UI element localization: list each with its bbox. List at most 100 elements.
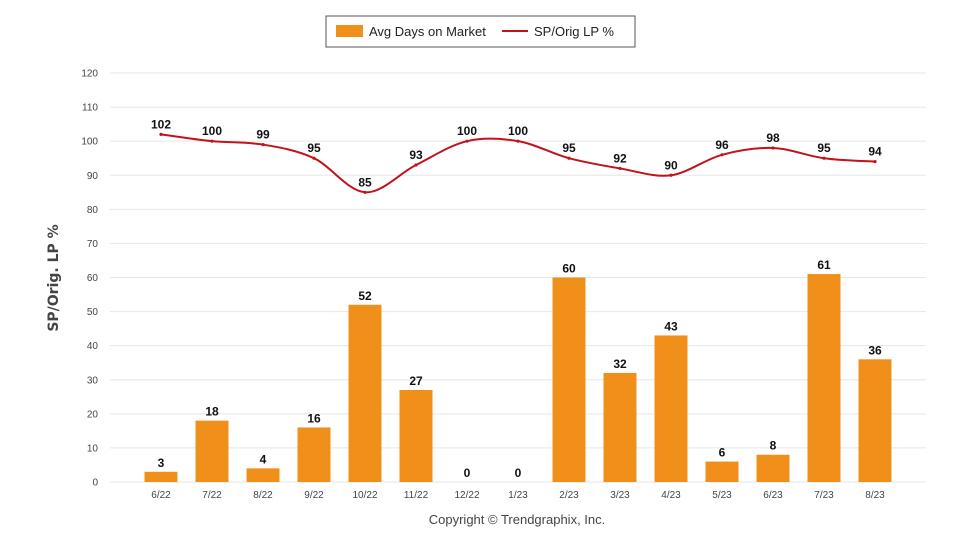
line-point bbox=[312, 156, 316, 160]
bar-data-label: 18 bbox=[205, 405, 219, 419]
line-point bbox=[261, 142, 265, 147]
y-tick-label: 20 bbox=[87, 409, 99, 420]
bar-data-label: 8 bbox=[770, 439, 777, 453]
bar-data-label: 32 bbox=[613, 357, 627, 371]
y-tick-label: 80 bbox=[87, 205, 99, 216]
y-tick-label: 0 bbox=[92, 478, 98, 489]
y-tick-label: 110 bbox=[82, 103, 98, 114]
line-data-label: 100 bbox=[202, 124, 222, 138]
line-data-label: 93 bbox=[409, 148, 423, 162]
bar bbox=[144, 471, 178, 482]
bar-data-label: 43 bbox=[664, 319, 678, 333]
y-tick-label: 30 bbox=[87, 375, 99, 386]
x-tick-label: 8/23 bbox=[865, 490, 885, 501]
x-tick-label: 7/22 bbox=[202, 490, 222, 501]
bar-data-label: 27 bbox=[409, 374, 423, 388]
line-data-label: 96 bbox=[715, 138, 729, 152]
line-data-label: 92 bbox=[613, 151, 627, 165]
bar bbox=[807, 274, 841, 482]
y-tick-label: 70 bbox=[87, 239, 99, 250]
data-labels: 3 18 4 16 52 27 0 0 60 32 43 6 8 61 36 102 100 99 95 85 93 10… bbox=[151, 117, 882, 480]
x-axis-ticks: 6/22 7/22 8/22 9/22 10/22 11/22 12/22 1/23 2/23 3… bbox=[151, 490, 885, 501]
bar-data-label: 4 bbox=[260, 452, 267, 466]
x-tick-label: 12/22 bbox=[454, 490, 479, 501]
x-tick-label: 5/23 bbox=[712, 490, 732, 501]
y-tick-label: 50 bbox=[87, 307, 99, 318]
y-tick-label: 100 bbox=[81, 137, 98, 148]
x-tick-label: 6/23 bbox=[763, 490, 783, 501]
y-tick-label: 90 bbox=[87, 171, 99, 182]
line-point bbox=[414, 163, 418, 167]
y-axis-label: SP/Orig. LP % bbox=[46, 224, 62, 331]
bar-data-label: 6 bbox=[719, 446, 726, 460]
line-data-label: 95 bbox=[307, 141, 321, 155]
bar bbox=[552, 277, 586, 482]
x-tick-label: 6/22 bbox=[151, 490, 171, 501]
x-tick-label: 3/23 bbox=[610, 490, 630, 501]
x-tick-label: 11/22 bbox=[404, 490, 429, 501]
line-data-label: 100 bbox=[457, 124, 477, 138]
line-point bbox=[516, 139, 520, 143]
bar-data-label: 60 bbox=[562, 262, 576, 276]
line-point bbox=[567, 156, 571, 160]
bar-data-label: 0 bbox=[515, 466, 522, 480]
legend-label-line: SP/Orig LP % bbox=[534, 24, 614, 39]
line-data-label: 95 bbox=[562, 141, 576, 155]
bar-data-label: 52 bbox=[358, 289, 372, 303]
copyright-text: Copyright © Trendgraphix, Inc. bbox=[429, 512, 606, 527]
bars bbox=[144, 274, 892, 482]
bar bbox=[195, 420, 229, 482]
bar bbox=[603, 372, 637, 482]
bar bbox=[654, 335, 688, 482]
line-data-label: 99 bbox=[256, 128, 270, 142]
y-axis-ticks: 0 10 20 30 40 50 60 70 80 90 100 110 120 bbox=[81, 69, 98, 489]
bar bbox=[297, 427, 331, 482]
x-tick-label: 4/23 bbox=[661, 490, 681, 501]
line-point bbox=[669, 173, 673, 177]
line-point bbox=[618, 166, 622, 171]
line-point bbox=[210, 139, 214, 143]
bar-data-label: 61 bbox=[817, 258, 831, 272]
bar bbox=[858, 359, 892, 482]
bar-data-label: 0 bbox=[464, 466, 471, 480]
bar-data-label: 16 bbox=[307, 411, 321, 425]
legend: Avg Days on Market SP/Orig LP % bbox=[325, 15, 636, 48]
x-tick-label: 8/22 bbox=[253, 490, 273, 501]
line-data-label: 98 bbox=[766, 131, 780, 145]
line-data-label: 90 bbox=[664, 158, 678, 172]
bar bbox=[399, 389, 433, 482]
legend-swatch-bar bbox=[336, 25, 363, 37]
x-tick-label: 2/23 bbox=[559, 490, 579, 501]
line-series bbox=[159, 132, 877, 194]
x-tick-label: 10/22 bbox=[352, 490, 377, 501]
legend-box bbox=[325, 15, 636, 48]
bar bbox=[756, 454, 790, 482]
line-point bbox=[720, 153, 724, 157]
line-data-label: 94 bbox=[868, 145, 882, 159]
line-point bbox=[465, 139, 469, 143]
line-data-label: 100 bbox=[508, 124, 528, 138]
y-tick-label: 120 bbox=[81, 69, 98, 80]
line-point bbox=[822, 156, 826, 160]
bar-data-label: 36 bbox=[868, 343, 882, 357]
line-data-label: 85 bbox=[358, 175, 372, 189]
line-point bbox=[771, 146, 775, 150]
legend-label-bar: Avg Days on Market bbox=[369, 24, 486, 39]
gridlines bbox=[110, 72, 926, 483]
bar bbox=[705, 461, 739, 482]
line-point bbox=[159, 132, 163, 136]
bar bbox=[246, 468, 280, 482]
line-data-label: 102 bbox=[151, 117, 171, 131]
x-tick-label: 9/22 bbox=[304, 490, 324, 501]
y-tick-label: 10 bbox=[87, 443, 99, 454]
x-tick-label: 7/23 bbox=[814, 490, 834, 501]
line-point bbox=[363, 190, 367, 194]
x-tick-label: 1/23 bbox=[508, 490, 528, 501]
bar-data-label: 3 bbox=[158, 456, 165, 470]
line-data-label: 95 bbox=[817, 141, 831, 155]
y-tick-label: 60 bbox=[87, 273, 99, 284]
y-tick-label: 40 bbox=[87, 341, 99, 352]
line-point bbox=[873, 160, 877, 164]
